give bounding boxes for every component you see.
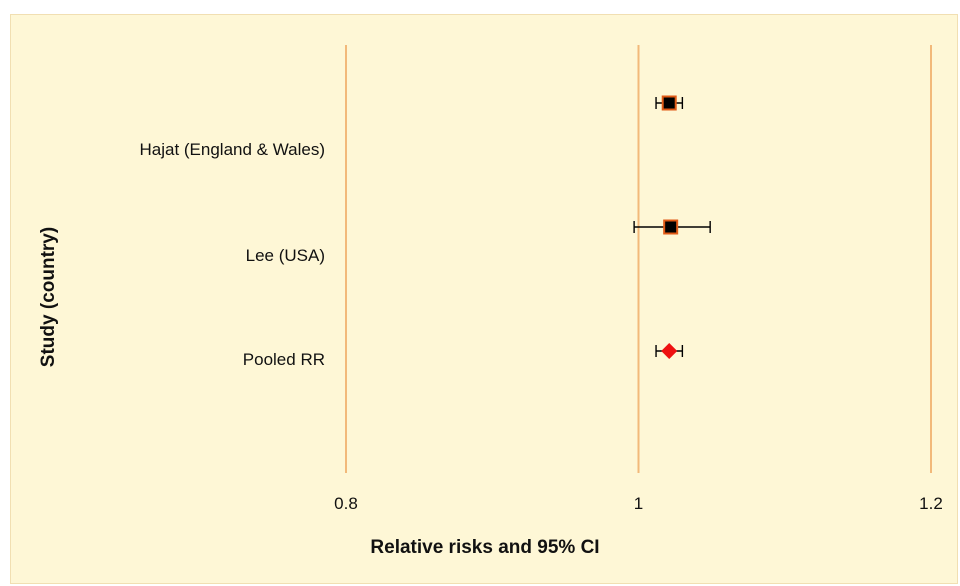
study-rr-square: [663, 219, 679, 235]
gridlines: [345, 45, 932, 473]
data-marks: [633, 95, 711, 359]
category-label: Lee (USA): [246, 246, 325, 265]
study-rr-square: [661, 95, 677, 111]
y-axis-title: Study (country): [38, 227, 59, 367]
forest-plot: 0.8 1 1.2 Hajat (England & Wales) Lee (USA)…: [38, 45, 943, 558]
x-tick-label: 1.2: [919, 494, 943, 513]
x-tick-label: 0.8: [334, 494, 358, 513]
x-tick-label: 1: [634, 494, 643, 513]
category-label: Hajat (England & Wales): [139, 140, 325, 159]
x-axis-ticks: 0.8 1 1.2: [334, 494, 943, 513]
category-label: Pooled RR: [243, 350, 325, 369]
chart-area: 0.8 1 1.2 Hajat (England & Wales) Lee (USA)…: [10, 14, 958, 584]
pooled-rr-diamond: [661, 343, 678, 359]
x-axis-title: Relative risks and 95% CI: [370, 537, 599, 558]
category-labels: Hajat (England & Wales) Lee (USA) Pooled R…: [139, 140, 325, 369]
